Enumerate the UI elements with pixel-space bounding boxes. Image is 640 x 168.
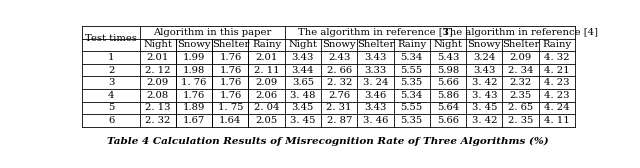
Text: Snowy: Snowy: [177, 40, 211, 49]
Text: Shelter: Shelter: [212, 40, 249, 49]
Text: 3. 24: 3. 24: [363, 78, 388, 87]
Text: 2. 13: 2. 13: [145, 103, 170, 112]
Text: The algorithm in reference [3]: The algorithm in reference [3]: [298, 28, 453, 37]
Text: 5.43: 5.43: [437, 53, 460, 62]
Text: 2.43: 2.43: [328, 53, 350, 62]
Text: 2.05: 2.05: [255, 116, 278, 125]
Text: 1. 75: 1. 75: [218, 103, 243, 112]
Text: 2.06: 2.06: [255, 91, 278, 100]
Text: 2. 87: 2. 87: [326, 116, 352, 125]
Text: 5.66: 5.66: [437, 116, 459, 125]
Text: 4: 4: [108, 91, 115, 100]
Text: 1.76: 1.76: [220, 66, 241, 75]
Text: 5.64: 5.64: [437, 103, 459, 112]
Text: 4. 32: 4. 32: [544, 53, 570, 62]
Text: 5.35: 5.35: [401, 116, 423, 125]
Text: 4. 21: 4. 21: [544, 66, 570, 75]
Text: Night: Night: [143, 40, 172, 49]
Text: 1. 76: 1. 76: [181, 78, 207, 87]
Text: 2. 65: 2. 65: [508, 103, 533, 112]
Text: 2.35: 2.35: [509, 91, 532, 100]
Text: 2.01: 2.01: [255, 53, 278, 62]
Text: 4. 24: 4. 24: [544, 103, 570, 112]
Text: 1.98: 1.98: [183, 66, 205, 75]
Text: 1: 1: [108, 53, 115, 62]
Text: 5.66: 5.66: [437, 78, 459, 87]
Text: 2. 31: 2. 31: [326, 103, 352, 112]
Text: 3. 48: 3. 48: [290, 91, 316, 100]
Text: 1.64: 1.64: [219, 116, 241, 125]
Text: 2. 34: 2. 34: [508, 66, 533, 75]
Text: 2.09: 2.09: [147, 78, 169, 87]
Text: Shelter: Shelter: [356, 40, 394, 49]
Text: 2.09: 2.09: [255, 78, 278, 87]
Text: 3.44: 3.44: [292, 66, 314, 75]
Text: 2.08: 2.08: [147, 91, 169, 100]
Text: 3.24: 3.24: [473, 53, 495, 62]
Text: 3. 45: 3. 45: [472, 103, 497, 112]
Text: 3. 43: 3. 43: [472, 91, 497, 100]
Text: 3. 42: 3. 42: [472, 116, 497, 125]
Text: 2.76: 2.76: [328, 91, 350, 100]
Text: The algorithm in reference [4]: The algorithm in reference [4]: [443, 28, 598, 37]
Text: Shelter: Shelter: [502, 40, 540, 49]
Text: Night: Night: [433, 40, 463, 49]
Text: 2. 32: 2. 32: [145, 116, 170, 125]
Text: 6: 6: [108, 116, 114, 125]
Text: Table 4 Calculation Results of Misrecognition Rate of Three Algorithms (%): Table 4 Calculation Results of Misrecogn…: [107, 137, 549, 146]
Text: Snowy: Snowy: [323, 40, 356, 49]
Text: 4. 11: 4. 11: [544, 116, 570, 125]
Text: 2. 32: 2. 32: [326, 78, 352, 87]
Text: Snowy: Snowy: [468, 40, 501, 49]
Text: 3.33: 3.33: [364, 66, 387, 75]
Text: Algorithm in this paper: Algorithm in this paper: [153, 28, 271, 37]
Text: 5.34: 5.34: [401, 91, 423, 100]
Text: 1.76: 1.76: [220, 91, 241, 100]
Text: 5.55: 5.55: [401, 103, 423, 112]
Text: 1.89: 1.89: [183, 103, 205, 112]
Text: 5: 5: [108, 103, 115, 112]
Text: 5.98: 5.98: [437, 66, 459, 75]
Text: Rainy: Rainy: [397, 40, 426, 49]
Text: 5.86: 5.86: [437, 91, 459, 100]
Text: Night: Night: [289, 40, 317, 49]
Text: 4. 23: 4. 23: [544, 91, 570, 100]
Text: 3.43: 3.43: [364, 103, 387, 112]
Text: 5.35: 5.35: [401, 78, 423, 87]
Text: 3.45: 3.45: [292, 103, 314, 112]
Text: Rainy: Rainy: [542, 40, 572, 49]
Text: 3.43: 3.43: [292, 53, 314, 62]
Text: 2.01: 2.01: [147, 53, 169, 62]
Text: Rainy: Rainy: [252, 40, 281, 49]
Text: 2. 35: 2. 35: [508, 116, 533, 125]
Text: 2: 2: [108, 66, 115, 75]
Text: 2. 04: 2. 04: [254, 103, 280, 112]
Text: 3.43: 3.43: [364, 53, 387, 62]
Text: 1.76: 1.76: [220, 78, 241, 87]
Text: 2.09: 2.09: [509, 53, 532, 62]
Text: 4. 23: 4. 23: [544, 78, 570, 87]
Text: 3.43: 3.43: [473, 66, 495, 75]
Text: 2.32: 2.32: [509, 78, 532, 87]
Text: 2. 66: 2. 66: [326, 66, 352, 75]
Text: 3. 46: 3. 46: [363, 116, 388, 125]
Text: 3. 45: 3. 45: [290, 116, 316, 125]
Text: 3. 42: 3. 42: [472, 78, 497, 87]
Text: 5.34: 5.34: [401, 53, 423, 62]
Text: 1.99: 1.99: [183, 53, 205, 62]
Text: 1.76: 1.76: [220, 53, 241, 62]
Text: 1.76: 1.76: [183, 91, 205, 100]
Text: 3: 3: [108, 78, 115, 87]
Text: 2. 12: 2. 12: [145, 66, 170, 75]
Text: 3.46: 3.46: [364, 91, 387, 100]
Text: 3.65: 3.65: [292, 78, 314, 87]
Text: 1.67: 1.67: [183, 116, 205, 125]
Text: 5.55: 5.55: [401, 66, 423, 75]
Text: 2. 11: 2. 11: [254, 66, 280, 75]
Text: Test times: Test times: [85, 34, 137, 43]
